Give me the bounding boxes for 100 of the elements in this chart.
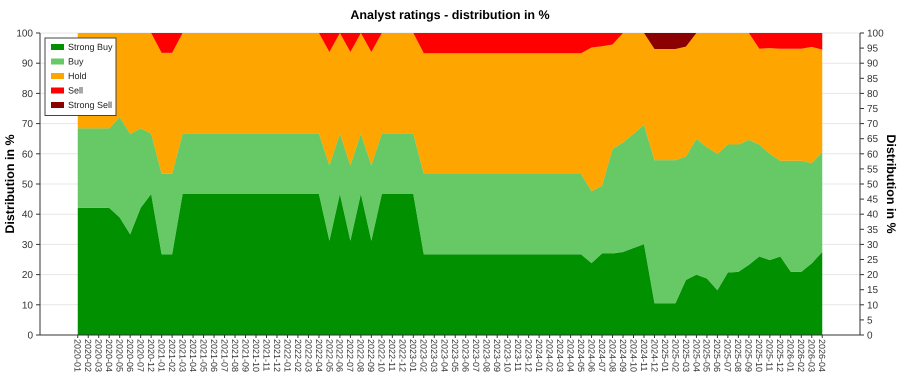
x-tick-label: 2022-07 <box>345 339 356 372</box>
x-tick-label: 2024-05 <box>576 339 586 372</box>
x-tick-label: 2022-03 <box>303 339 314 372</box>
x-tick-label: 2022-06 <box>334 339 345 372</box>
x-tick-label: 2021-01 <box>156 339 166 372</box>
x-tick-label: 2021-04 <box>188 339 198 372</box>
x-tick-label: 2020-02 <box>83 339 94 372</box>
x-tick-label: 2022-02 <box>292 339 303 372</box>
x-tick-label: 2025-01 <box>660 339 670 372</box>
x-tick-label: 2021-03 <box>177 339 188 372</box>
x-tick-label: 2021-08 <box>230 339 240 372</box>
x-tick-label: 2021-09 <box>240 339 250 372</box>
x-tick-label: 2022-09 <box>366 339 376 372</box>
x-tick-label: 2025-09 <box>744 339 754 372</box>
y2-tick-label: 80 <box>867 88 879 100</box>
x-tick-label: 2022-12 <box>398 339 408 372</box>
x-tick-label: 2026-02 <box>796 339 806 372</box>
chart-title: Analyst ratings - distribution in % <box>350 8 550 22</box>
y-tick-label: 70 <box>22 119 34 130</box>
y-tick-label: 10 <box>22 300 34 312</box>
y2-tick-label: 5 <box>867 315 873 326</box>
x-tick-label: 2023-03 <box>429 339 440 372</box>
x-tick-label: 2021-11 <box>261 339 272 372</box>
x-tick-label: 2024-08 <box>607 339 618 372</box>
y2-tick-label: 45 <box>867 194 879 206</box>
y-tick-label: 40 <box>22 210 34 221</box>
legend-label: Hold <box>68 71 87 82</box>
y-tick-label: 80 <box>22 88 34 100</box>
x-tick-label: 2024-02 <box>544 339 554 372</box>
y2-tick-label: 75 <box>867 104 879 115</box>
x-tick-label: 2024-09 <box>618 339 628 372</box>
y2-tick-label: 60 <box>867 149 879 160</box>
y2-tick-label: 55 <box>867 164 879 176</box>
y2-tick-label: 90 <box>867 58 879 70</box>
x-tick-label: 2020-03 <box>94 339 104 372</box>
y2-tick-label: 25 <box>867 255 879 266</box>
x-tick-label: 2026-03 <box>806 339 817 372</box>
y2-tick-label: 85 <box>867 74 879 85</box>
x-tick-label: 2024-07 <box>596 339 607 372</box>
x-tick-label: 2022-11 <box>387 339 398 372</box>
y2-tick-label: 35 <box>867 224 879 236</box>
x-tick-label: 2021-02 <box>166 339 177 372</box>
x-tick-label: 2020-05 <box>114 339 125 372</box>
legend-label: Strong Sell <box>68 100 112 110</box>
x-tick-label: 2025-04 <box>691 339 702 372</box>
x-tick-label: 2023-09 <box>492 339 502 372</box>
y2-tick-label: 20 <box>867 270 879 282</box>
x-tick-label: 2022-04 <box>314 339 324 372</box>
y2-tick-label: 65 <box>867 134 879 146</box>
x-tick-label: 2022-01 <box>282 339 292 372</box>
y2-tick-label: 0 <box>867 330 873 342</box>
legend-label: Strong Buy <box>68 42 114 52</box>
x-tick-label: 2023-06 <box>460 339 471 372</box>
x-tick-label: 2022-05 <box>324 339 334 372</box>
x-tick-label: 2024-03 <box>554 339 565 372</box>
x-tick-label: 2022-08 <box>356 339 366 372</box>
x-tick-label: 2024-12 <box>649 339 660 372</box>
x-tick-label: 2024-11 <box>638 339 649 372</box>
y2-tick-label: 95 <box>867 44 879 55</box>
x-tick-label: 2023-04 <box>440 339 450 372</box>
x-tick-label: 2022-10 <box>376 339 387 372</box>
x-tick-label: 2025-06 <box>712 339 722 372</box>
x-tick-label: 2021-07 <box>219 339 230 372</box>
y-tick-label: 30 <box>22 240 34 251</box>
x-tick-label: 2025-05 <box>702 339 712 372</box>
y2-tick-label: 70 <box>867 119 879 130</box>
y-tick-label: 0 <box>27 330 34 342</box>
legend-label: Buy <box>68 56 84 67</box>
y2-tick-label: 40 <box>867 210 879 221</box>
x-tick-label: 2021-10 <box>250 339 261 372</box>
x-tick-label: 2023-11 <box>513 339 524 372</box>
x-tick-label: 2023-10 <box>502 339 513 372</box>
y-tick-label: 60 <box>22 149 34 160</box>
x-tick-label: 2020-01 <box>72 339 83 372</box>
x-tick-label: 2020-12 <box>146 339 156 372</box>
x-tick-label: 2021-12 <box>272 339 282 372</box>
x-tick-label: 2023-02 <box>418 339 429 372</box>
x-tick-label: 2025-11 <box>764 339 775 372</box>
x-tick-label: 2021-05 <box>198 339 208 372</box>
y2-tick-label: 10 <box>867 300 879 312</box>
y-tick-label: 100 <box>16 28 34 40</box>
y-tick-label: 50 <box>22 180 34 190</box>
x-tick-label: 2025-08 <box>733 339 744 372</box>
x-tick-label: 2021-06 <box>208 339 219 372</box>
x-tick-label: 2024-01 <box>534 339 544 372</box>
y2-tick-label: 30 <box>867 240 879 251</box>
y2-tick-label: 15 <box>867 285 879 296</box>
x-tick-label: 2024-04 <box>565 339 576 372</box>
x-tick-label: 2020-07 <box>136 339 146 372</box>
x-tick-label: 2024-06 <box>586 339 596 372</box>
y-tick-label: 90 <box>22 58 34 70</box>
x-tick-label: 2023-01 <box>408 339 418 372</box>
x-tick-label: 2025-02 <box>670 339 680 372</box>
y-tick-label: 20 <box>22 270 34 282</box>
x-tick-label: 2025-07 <box>722 339 733 372</box>
legend-label: Sell <box>68 86 84 96</box>
x-tick-label: 2025-12 <box>775 339 786 372</box>
x-tick-label: 2024-10 <box>628 339 638 372</box>
x-tick-label: 2023-12 <box>523 339 534 372</box>
y-axis-title: Distribution in % <box>3 134 17 234</box>
